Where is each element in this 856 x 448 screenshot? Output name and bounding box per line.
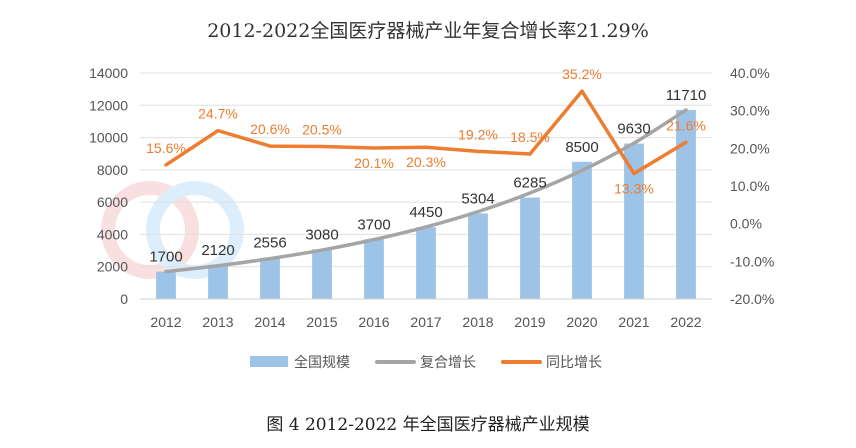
- x-tick-label: 2022: [670, 314, 701, 330]
- y-left-tick-label: 2000: [97, 259, 128, 275]
- y-left-tick-label: 10000: [89, 130, 128, 146]
- bar: [364, 239, 384, 299]
- x-tick-label: 2019: [514, 314, 545, 330]
- bar-value-label: 3700: [357, 216, 390, 233]
- chart-title: 2012-2022全国医疗器械产业年复合增长率21.29%: [207, 20, 649, 42]
- bar: [416, 227, 436, 299]
- bar: [520, 197, 540, 299]
- x-tick-label: 2016: [358, 314, 389, 330]
- bars: [156, 109, 696, 300]
- yoy-value-label: 19.2%: [458, 126, 498, 142]
- bar-value-label: 1700: [149, 249, 182, 266]
- y-right-tick-label: 10.0%: [730, 178, 770, 194]
- bar: [676, 109, 696, 300]
- x-tick-label: 2014: [254, 314, 285, 330]
- bar-value-label: 3080: [305, 226, 338, 243]
- y-right-tick-label: 0.0%: [730, 216, 762, 232]
- legend-swatch-bar: [250, 356, 288, 367]
- yoy-line: [164, 89, 688, 176]
- bar-value-label: 8500: [565, 139, 598, 156]
- bar: [312, 249, 332, 299]
- legend-label-cagr: 复合增长: [420, 354, 476, 371]
- yoy-value-label: 20.3%: [406, 154, 446, 170]
- yoy-value-label: 35.2%: [562, 66, 602, 82]
- yoy-value-label: 20.5%: [302, 121, 342, 137]
- legend-label-yoy: 同比增长: [546, 355, 602, 371]
- yoy-value-label: 15.6%: [146, 140, 186, 156]
- y-left-tick-label: 6000: [97, 194, 128, 210]
- y-right-tick-label: 30.0%: [730, 103, 770, 119]
- yoy-value-label: 24.7%: [198, 106, 238, 122]
- legend-label-bar: 全国规模: [294, 354, 350, 371]
- cagr-line: [164, 108, 688, 274]
- x-tick-label: 2017: [410, 314, 441, 330]
- y-left-tick-label: 8000: [97, 162, 128, 178]
- bar: [468, 213, 488, 299]
- yoy-value-label: 13.3%: [614, 181, 654, 197]
- bar-value-label: 5304: [461, 190, 494, 207]
- x-tick-label: 2012: [150, 314, 181, 330]
- y-left-tick-label: 4000: [97, 226, 128, 242]
- y-left-tick-label: 14000: [89, 65, 128, 81]
- y-left-tick-label: 0: [120, 291, 128, 307]
- yoy-value-label: 20.1%: [354, 155, 394, 171]
- bar-value-label: 2120: [201, 242, 234, 259]
- bar: [156, 271, 176, 299]
- bar: [260, 257, 280, 299]
- bar-value-label: 11710: [666, 87, 707, 104]
- data-labels: 1700 2120 2556 3080 3700 4450 5304 6285 8500 9630…: [146, 66, 706, 265]
- lines: [164, 89, 688, 274]
- x-tick-label: 2013: [202, 314, 233, 330]
- bar: [624, 143, 644, 299]
- bar-value-label: 4450: [409, 204, 442, 221]
- bar: [572, 161, 592, 299]
- x-tick-label: 2015: [306, 314, 337, 330]
- y-left-tick-label: 12000: [89, 97, 128, 113]
- x-tick-label: 2020: [566, 314, 597, 330]
- axes: 0 2000 4000 6000 8000 10000 12000 14000 -20.0% -1…: [89, 65, 774, 330]
- legend: 全国规模 复合增长 同比增长: [250, 354, 602, 371]
- bar-value-label: 6285: [513, 175, 546, 192]
- y-right-tick-label: 40.0%: [730, 65, 770, 81]
- yoy-value-label: 18.5%: [510, 129, 550, 145]
- bar: [208, 264, 228, 299]
- y-right-tick-label: -20.0%: [730, 291, 774, 307]
- watermark-logo: [101, 181, 244, 279]
- figure-caption: 图 4 2012-2022 年全国医疗器械产业规模: [266, 415, 590, 435]
- yoy-value-label: 21.6%: [666, 117, 706, 133]
- bar-value-label: 2556: [253, 235, 286, 252]
- y-right-tick-label: 20.0%: [730, 140, 770, 156]
- x-tick-label: 2021: [618, 314, 649, 330]
- bar-value-label: 9630: [617, 121, 650, 138]
- y-right-tick-label: -10.0%: [730, 253, 774, 269]
- x-tick-label: 2018: [462, 314, 493, 330]
- yoy-value-label: 20.6%: [250, 121, 290, 137]
